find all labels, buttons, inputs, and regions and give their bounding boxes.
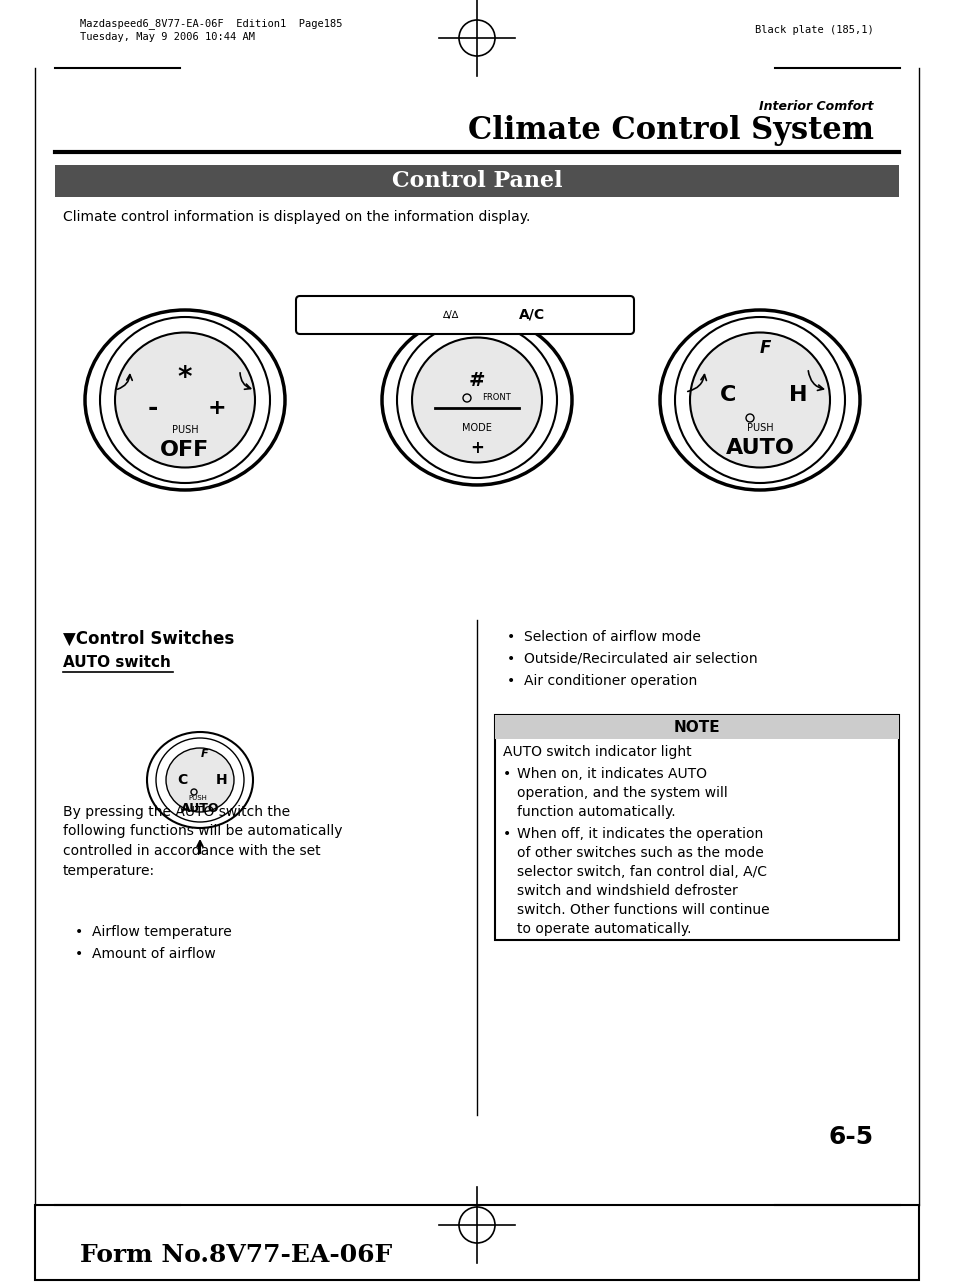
Text: OFF: OFF <box>160 439 210 460</box>
FancyBboxPatch shape <box>295 296 634 334</box>
Text: ▼Control Switches: ▼Control Switches <box>63 630 234 648</box>
Text: NOTE: NOTE <box>673 720 720 735</box>
Ellipse shape <box>166 748 233 812</box>
Text: •  Amount of airflow: • Amount of airflow <box>75 947 215 961</box>
Text: Black plate (185,1): Black plate (185,1) <box>755 24 873 35</box>
Text: •  Air conditioner operation: • Air conditioner operation <box>506 675 697 687</box>
Text: PUSH: PUSH <box>172 425 198 436</box>
Text: #: # <box>468 370 485 389</box>
Text: •: • <box>502 828 511 840</box>
Text: F: F <box>759 339 770 357</box>
Text: •  Outside/Recirculated air selection: • Outside/Recirculated air selection <box>506 651 757 666</box>
Text: H: H <box>788 386 806 405</box>
Text: Form No.8V77-EA-06F: Form No.8V77-EA-06F <box>80 1243 392 1267</box>
Text: Interior Comfort: Interior Comfort <box>759 100 873 113</box>
Text: When on, it indicates AUTO
operation, and the system will
function automatically: When on, it indicates AUTO operation, an… <box>517 767 727 819</box>
Text: Tuesday, May 9 2006 10:44 AM: Tuesday, May 9 2006 10:44 AM <box>80 32 254 42</box>
Text: •  Selection of airflow mode: • Selection of airflow mode <box>506 630 700 644</box>
Text: AUTO: AUTO <box>180 802 219 815</box>
Ellipse shape <box>115 333 254 468</box>
Text: Mazdaspeed6_8V77-EA-06F  Edition1  Page185: Mazdaspeed6_8V77-EA-06F Edition1 Page185 <box>80 18 342 28</box>
Bar <box>35 1205 918 1280</box>
Text: AUTO switch indicator light: AUTO switch indicator light <box>502 745 691 759</box>
FancyBboxPatch shape <box>55 164 898 197</box>
Text: H: H <box>216 774 228 786</box>
Text: *: * <box>177 364 193 392</box>
Ellipse shape <box>689 333 829 468</box>
Text: ∆/∆: ∆/∆ <box>441 310 457 320</box>
Text: -: - <box>148 396 158 420</box>
Text: +: + <box>208 398 226 418</box>
Text: Climate Control System: Climate Control System <box>468 114 873 146</box>
Text: AUTO switch: AUTO switch <box>63 655 171 669</box>
Text: AUTO: AUTO <box>725 438 794 457</box>
FancyBboxPatch shape <box>495 714 898 941</box>
Text: MODE: MODE <box>461 423 492 433</box>
FancyBboxPatch shape <box>495 714 898 739</box>
Text: PUSH: PUSH <box>746 423 773 433</box>
Text: •  Airflow temperature: • Airflow temperature <box>75 925 232 939</box>
Text: C: C <box>720 386 736 405</box>
Text: Climate control information is displayed on the information display.: Climate control information is displayed… <box>63 209 530 224</box>
Text: PUSH: PUSH <box>189 795 207 801</box>
Text: +: + <box>470 439 483 457</box>
Text: When off, it indicates the operation
of other switches such as the mode
selector: When off, it indicates the operation of … <box>517 828 769 935</box>
Text: F: F <box>201 749 209 759</box>
Text: By pressing the AUTO switch the
following functions will be automatically
contro: By pressing the AUTO switch the followin… <box>63 804 342 878</box>
Text: C: C <box>176 774 187 786</box>
Ellipse shape <box>412 338 541 463</box>
Text: FRONT: FRONT <box>481 393 510 402</box>
Text: •: • <box>502 767 511 781</box>
Text: A/C: A/C <box>518 308 544 323</box>
Text: 6-5: 6-5 <box>828 1124 873 1149</box>
Text: Control Panel: Control Panel <box>392 170 561 191</box>
